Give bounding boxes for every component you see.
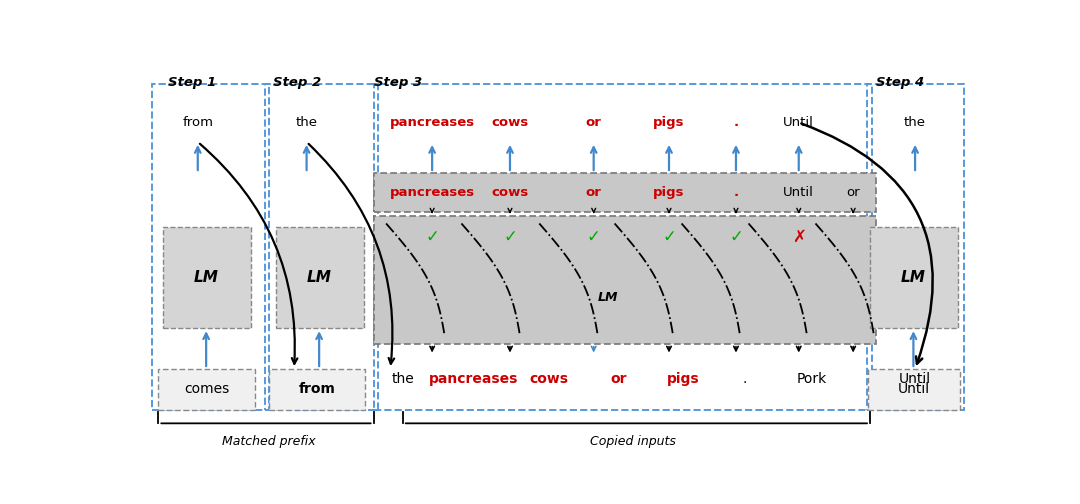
Text: .: . — [733, 116, 739, 129]
Text: cows: cows — [530, 372, 569, 386]
Text: Step 4: Step 4 — [876, 76, 924, 89]
Text: Until: Until — [899, 383, 930, 396]
Text: LM: LM — [901, 270, 926, 285]
Text: pigs: pigs — [653, 186, 685, 199]
FancyBboxPatch shape — [869, 227, 958, 328]
Text: pancreases: pancreases — [429, 372, 518, 386]
Text: Until: Until — [783, 186, 814, 199]
Text: LM: LM — [597, 291, 618, 304]
Text: Until: Until — [899, 372, 931, 386]
Text: the: the — [391, 372, 415, 386]
Text: Matched prefix: Matched prefix — [222, 435, 315, 448]
Text: ✓: ✓ — [503, 228, 517, 246]
Text: Step 3: Step 3 — [374, 76, 422, 89]
Text: Step 2: Step 2 — [273, 76, 322, 89]
FancyBboxPatch shape — [374, 216, 876, 344]
Text: comes: comes — [184, 383, 229, 396]
Text: pigs: pigs — [667, 372, 700, 386]
Text: ✓: ✓ — [586, 228, 600, 246]
Text: ✓: ✓ — [729, 228, 743, 246]
Text: LM: LM — [307, 270, 332, 285]
Text: .: . — [733, 186, 739, 199]
Text: ✓: ✓ — [662, 228, 676, 246]
FancyBboxPatch shape — [868, 369, 960, 410]
Text: ✗: ✗ — [792, 228, 806, 246]
Text: pigs: pigs — [653, 116, 685, 129]
Text: pancreases: pancreases — [390, 116, 475, 129]
FancyBboxPatch shape — [374, 173, 876, 212]
Text: Step 1: Step 1 — [168, 76, 217, 89]
FancyBboxPatch shape — [275, 227, 364, 328]
Text: cows: cows — [491, 186, 528, 199]
Text: Until: Until — [783, 116, 814, 129]
Text: from: from — [183, 116, 213, 129]
Text: LM: LM — [193, 270, 218, 285]
FancyBboxPatch shape — [163, 227, 251, 328]
FancyBboxPatch shape — [269, 369, 365, 410]
Text: or: or — [585, 116, 602, 129]
Text: ✓: ✓ — [426, 228, 440, 246]
Text: Pork: Pork — [796, 372, 826, 386]
Text: Copied inputs: Copied inputs — [590, 435, 676, 448]
Text: the: the — [296, 116, 318, 129]
Text: cows: cows — [491, 116, 528, 129]
FancyBboxPatch shape — [159, 369, 255, 410]
Text: pancreases: pancreases — [390, 186, 475, 199]
Text: from: from — [298, 383, 336, 396]
Text: the: the — [904, 116, 926, 129]
Text: or: or — [610, 372, 627, 386]
Text: or: or — [585, 186, 602, 199]
Text: or: or — [847, 186, 860, 199]
Text: .: . — [742, 372, 746, 386]
